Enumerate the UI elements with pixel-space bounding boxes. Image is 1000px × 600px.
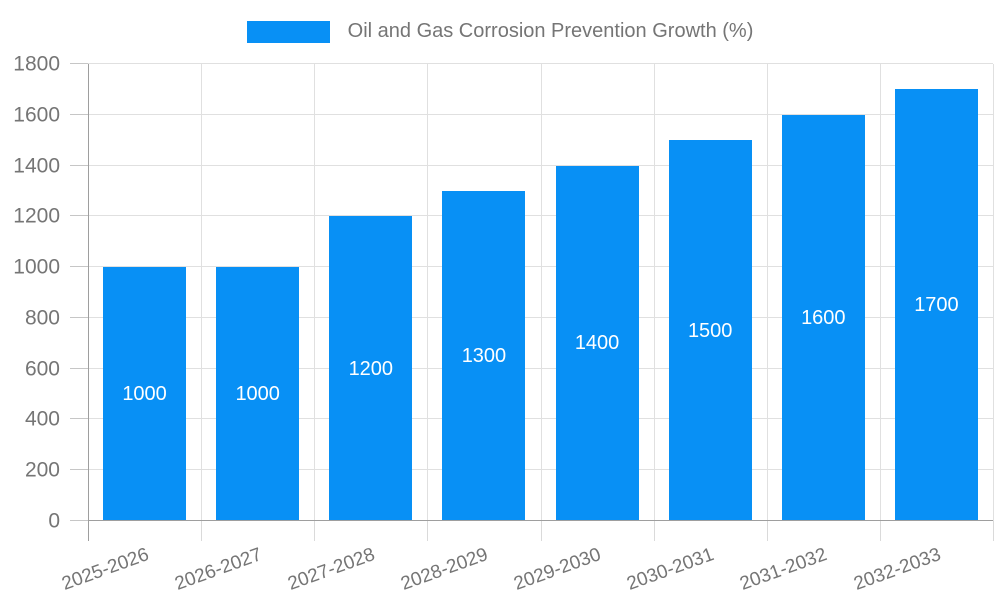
bar-value-label: 1000 bbox=[122, 383, 167, 406]
bar: 1500 bbox=[668, 140, 752, 521]
x-gridline bbox=[766, 64, 768, 521]
y-axis-tick-label: 1200 bbox=[13, 204, 60, 228]
bar-value-label: 1200 bbox=[348, 357, 394, 380]
x-tick bbox=[540, 521, 542, 541]
bar-value-label: 1000 bbox=[235, 383, 280, 406]
x-tick bbox=[879, 521, 881, 541]
x-axis-tick-label: 2032-2033 bbox=[850, 544, 944, 595]
legend-label[interactable]: Oil and Gas Corrosion Prevention Growth … bbox=[347, 20, 754, 42]
x-gridline bbox=[427, 64, 429, 521]
y-axis-tick-label: 1600 bbox=[13, 103, 60, 127]
x-gridline bbox=[201, 64, 203, 521]
y-axis-tick-label: 1800 bbox=[13, 52, 60, 76]
x-gridline bbox=[879, 64, 881, 521]
x-tick bbox=[201, 521, 203, 541]
x-gridline bbox=[540, 64, 542, 521]
bar-value-label: 1500 bbox=[687, 319, 733, 342]
x-axis-tick-label: 2029-2030 bbox=[511, 544, 604, 595]
x-axis-tick-label: 2030-2031 bbox=[624, 544, 718, 595]
bar: 1200 bbox=[329, 216, 413, 521]
bar-value-label: 1300 bbox=[461, 344, 507, 367]
y-axis-tick-label: 0 bbox=[48, 509, 60, 533]
y-axis-tick-label: 800 bbox=[24, 306, 60, 330]
y-axis-tick-label: 200 bbox=[24, 458, 60, 482]
bar: 1000 bbox=[216, 267, 300, 521]
y-tick bbox=[70, 266, 88, 268]
x-tick bbox=[993, 521, 994, 541]
x-tick bbox=[314, 521, 316, 541]
y-axis-tick-label: 1400 bbox=[13, 154, 60, 178]
y-tick bbox=[70, 164, 88, 166]
y-tick bbox=[70, 215, 88, 217]
x-tick bbox=[653, 521, 655, 541]
y-axis-tick-label: 1000 bbox=[13, 255, 60, 279]
x-gridline bbox=[314, 64, 316, 521]
x-axis-labels: 2025-2026 2026-2027 2027-2028 2028-2029 2029… bbox=[59, 521, 993, 600]
x-axis-tick-label: 2028-2029 bbox=[398, 544, 491, 595]
y-tick bbox=[70, 520, 88, 521]
y-axis-labels: 0 200 400 600 800 1000 1200 1400 1600 1800 bbox=[0, 54, 60, 532]
bar: 1700 bbox=[894, 89, 978, 521]
plot-area: 1000 1000 1200 1300 1400 1500 1600 1700 bbox=[70, 63, 994, 541]
x-axis-tick-label: 2025-2026 bbox=[58, 544, 152, 595]
x-tick bbox=[766, 521, 768, 541]
y-tick bbox=[70, 367, 88, 369]
x-tick bbox=[427, 521, 429, 541]
bar-value-label: 1600 bbox=[801, 306, 846, 329]
bar-value-label: 1700 bbox=[914, 294, 959, 317]
bar: 1300 bbox=[442, 190, 526, 521]
y-tick bbox=[70, 316, 88, 318]
y-tick bbox=[70, 63, 88, 64]
bar-value-label: 1400 bbox=[574, 332, 620, 355]
x-axis-tick-label: 2026-2027 bbox=[171, 544, 265, 595]
y-gridline bbox=[88, 63, 993, 64]
x-gridline bbox=[993, 64, 994, 521]
y-tick bbox=[70, 469, 88, 471]
legend-swatch[interactable] bbox=[246, 20, 330, 43]
y-axis-tick-label: 600 bbox=[24, 357, 60, 381]
bar: 1400 bbox=[555, 165, 639, 521]
bar: 1600 bbox=[781, 114, 865, 521]
legend: Oil and Gas Corrosion Prevention Growth … bbox=[0, 20, 1000, 43]
x-axis-tick-label: 2031-2032 bbox=[737, 544, 831, 595]
y-tick bbox=[70, 418, 88, 420]
y-axis-line bbox=[88, 64, 89, 541]
x-axis-line bbox=[88, 520, 993, 521]
bar: 1000 bbox=[103, 267, 187, 521]
x-axis-tick-label: 2027-2028 bbox=[285, 544, 378, 595]
x-gridline bbox=[653, 64, 655, 521]
y-axis-tick-label: 400 bbox=[24, 407, 60, 431]
y-tick bbox=[70, 113, 88, 115]
